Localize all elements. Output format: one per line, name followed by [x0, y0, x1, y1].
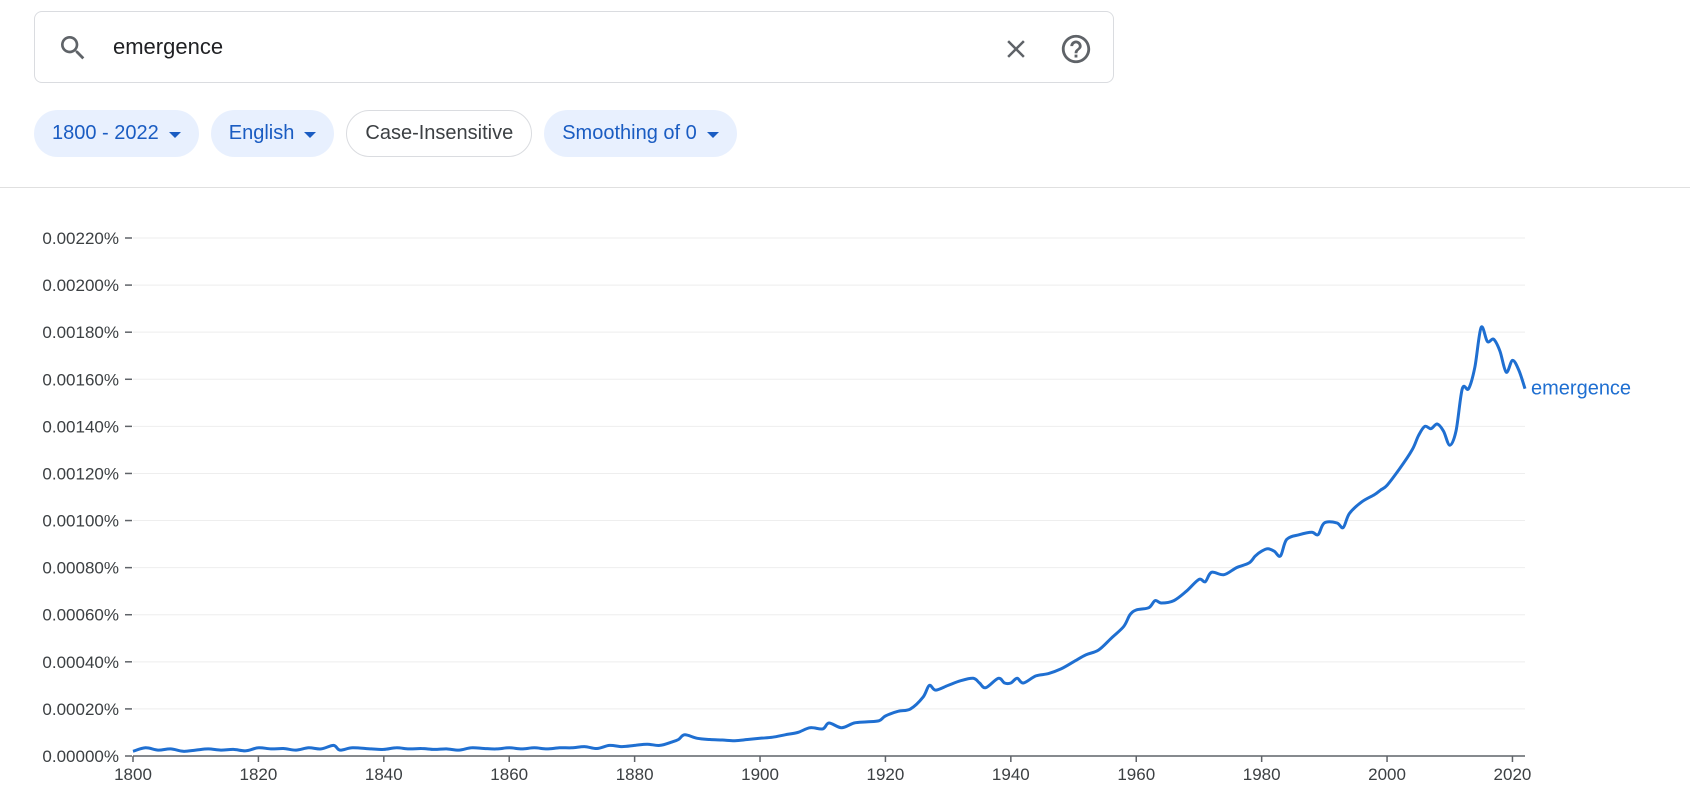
- caret-down-icon: [168, 131, 181, 138]
- y-tick-label: 0.00060%: [42, 606, 119, 625]
- x-tick-label: 1860: [490, 765, 528, 784]
- x-tick-label: 1960: [1117, 765, 1155, 784]
- search-bar[interactable]: [34, 11, 1114, 83]
- x-tick-label: 1940: [992, 765, 1030, 784]
- x-tick-label: 2000: [1368, 765, 1406, 784]
- year-range-label: 1800 - 2022: [52, 122, 159, 144]
- x-tick-label: 1820: [239, 765, 277, 784]
- series-line-emergence: [132, 325, 1527, 753]
- x-tick-label: 1840: [365, 765, 403, 784]
- x-tick-label: 2020: [1494, 765, 1532, 784]
- y-tick-label: 0.00220%: [42, 229, 119, 248]
- y-tick-label: 0.00160%: [42, 370, 119, 389]
- x-tick-label: 1920: [867, 765, 905, 784]
- y-tick-label: 0.00200%: [42, 276, 119, 295]
- help-circle-icon[interactable]: [1059, 32, 1093, 66]
- search-input[interactable]: [113, 34, 913, 60]
- y-tick-label: 0.00140%: [42, 417, 119, 436]
- y-tick-label: 0.00020%: [42, 700, 119, 719]
- y-tick-label: 0.00100%: [42, 512, 119, 531]
- y-tick-label: 0.00080%: [42, 559, 119, 578]
- divider: [0, 187, 1690, 188]
- caret-down-icon: [706, 131, 719, 138]
- x-tick-label: 1900: [741, 765, 779, 784]
- case-label: Case-Insensitive: [365, 122, 514, 144]
- y-tick-label: 0.00180%: [42, 323, 119, 342]
- y-tick-label: 0.00040%: [42, 653, 119, 672]
- series-label: emergence: [1531, 378, 1631, 400]
- year-range-dropdown[interactable]: 1800 - 2022: [34, 110, 199, 157]
- caret-down-icon: [304, 131, 317, 138]
- corpus-label: English: [228, 122, 295, 144]
- x-tick-label: 1880: [616, 765, 654, 784]
- filter-chips: 1800 - 2022 English Case-Insensitive Smo…: [34, 110, 737, 157]
- y-tick-label: 0.00000%: [42, 747, 119, 766]
- close-icon[interactable]: [1001, 34, 1031, 64]
- x-tick-label: 1800: [114, 765, 152, 784]
- case-insensitive-toggle[interactable]: Case-Insensitive: [346, 110, 533, 157]
- corpus-dropdown[interactable]: English: [210, 110, 335, 157]
- search-icon: [61, 36, 85, 60]
- y-tick-label: 0.00120%: [42, 464, 119, 483]
- ngram-chart: 0.00000% 0.00020% 0.00040% 0.00060% 0.00080%…: [42, 229, 1631, 784]
- smoothing-dropdown[interactable]: Smoothing of 0: [544, 110, 737, 157]
- smoothing-label: Smoothing of 0: [562, 122, 697, 144]
- x-tick-label: 1980: [1243, 765, 1281, 784]
